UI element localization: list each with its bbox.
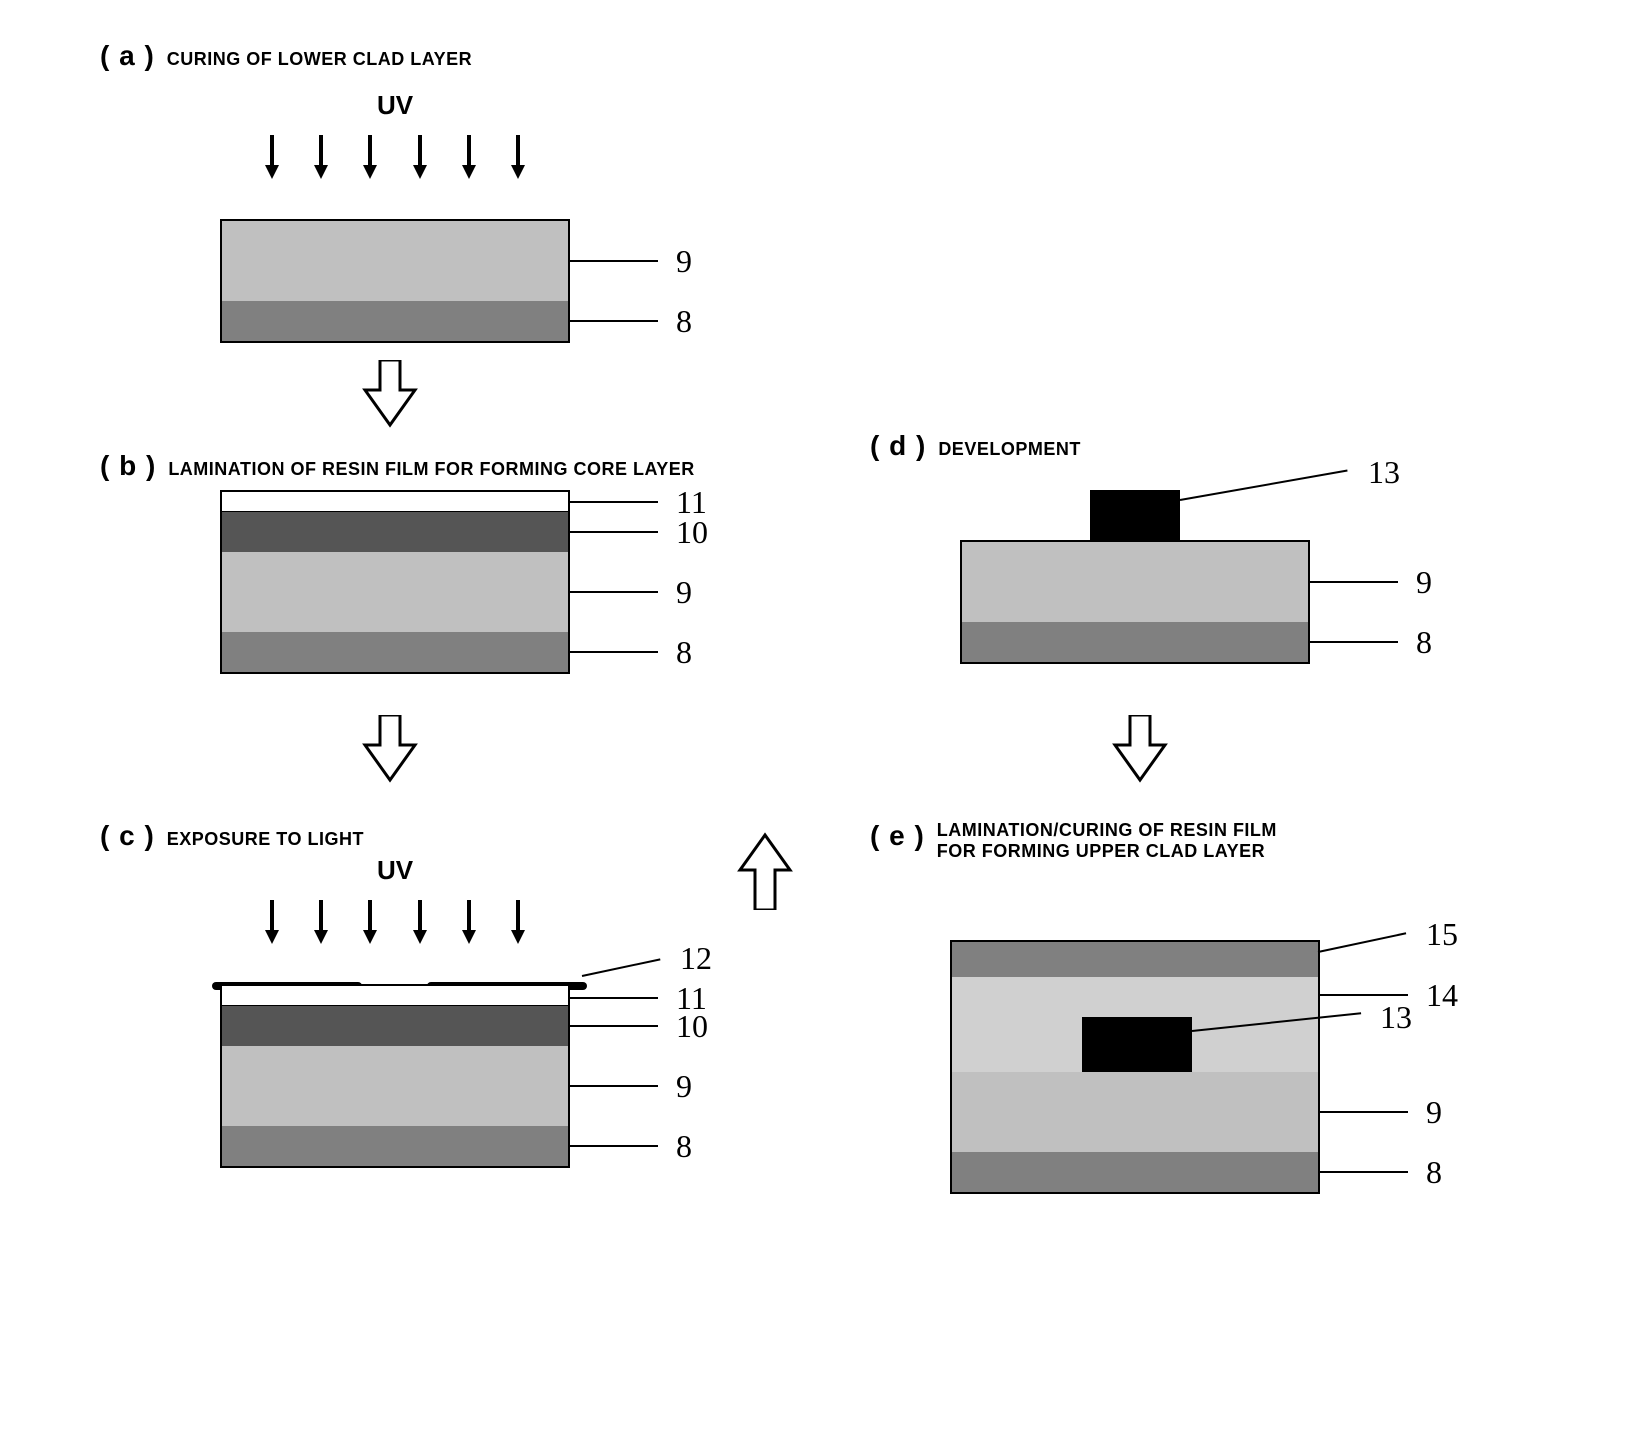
step-d-label: ( d ) DEVELOPMENT — [870, 430, 1081, 462]
layer-8: 8 — [222, 301, 568, 341]
step-b-title: LAMINATION OF RESIN FILM FOR FORMING COR… — [168, 459, 695, 480]
uv-arrows-c — [220, 930, 570, 980]
uv-arrow-icon — [265, 165, 279, 179]
step-b-label: ( b ) LAMINATION OF RESIN FILM FOR FORMI… — [100, 450, 695, 482]
stack-d: 9 8 — [960, 540, 1310, 664]
leader-10: 10 — [676, 1008, 708, 1045]
step-e-title-2: FOR FORMING UPPER CLAD LAYER — [937, 841, 1277, 862]
layer-8: 8 — [962, 622, 1308, 662]
flow-arrow-a-b-icon — [360, 360, 420, 430]
step-b: ( b ) LAMINATION OF RESIN FILM FOR FORMI… — [100, 450, 695, 482]
uv-arrow-icon — [462, 165, 476, 179]
step-e-letter: ( e ) — [870, 820, 925, 852]
uv-arrow-icon — [511, 165, 525, 179]
leader-13: 13 — [1368, 454, 1400, 491]
step-c: ( c ) EXPOSURE TO LIGHT — [100, 820, 364, 852]
leader-8: 8 — [676, 1128, 692, 1165]
step-d-letter: ( d ) — [870, 430, 926, 462]
leader-15: 15 — [1426, 916, 1458, 953]
step-c-letter: ( c ) — [100, 820, 155, 852]
uv-arrow-icon — [265, 930, 279, 944]
step-a: ( a ) CURING OF LOWER CLAD LAYER — [100, 40, 472, 72]
layer-15: 15 — [952, 942, 1318, 977]
uv-arrow-icon — [413, 165, 427, 179]
step-e: ( e ) LAMINATION/CURING OF RESIN FILM FO… — [870, 820, 1277, 862]
layer-9: 9 — [222, 552, 568, 632]
step-a-letter: ( a ) — [100, 40, 155, 72]
layer-8: 8 — [952, 1152, 1318, 1192]
leader-13-e: 13 — [1380, 999, 1412, 1036]
leader-10: 10 — [676, 514, 708, 551]
layer-11: 11 — [222, 492, 568, 512]
stack-e: 15 14 13 9 8 — [950, 940, 1320, 1194]
step-e-title-1: LAMINATION/CURING OF RESIN FILM — [937, 820, 1277, 841]
leader-9: 9 — [676, 243, 692, 280]
step-b-diagram: 11 10 9 8 — [220, 490, 570, 674]
step-a-diagram: UV 9 8 — [220, 90, 570, 343]
step-c-title: EXPOSURE TO LIGHT — [167, 829, 364, 850]
uv-arrow-icon — [314, 165, 328, 179]
layer-10: 10 — [222, 512, 568, 552]
layer-9: 9 — [962, 542, 1308, 622]
layer-8: 8 — [222, 1126, 568, 1166]
core-13-e: 13 — [1082, 1017, 1192, 1072]
core-13: 13 — [1090, 490, 1180, 540]
uv-arrows-a — [220, 165, 570, 215]
leader-8: 8 — [1426, 1154, 1442, 1191]
flow-arrow-b-c-icon — [360, 715, 420, 785]
uv-arrow-icon — [413, 930, 427, 944]
flow-arrow-d-e-icon — [1110, 715, 1170, 785]
step-d-diagram: 13 9 8 — [960, 490, 1310, 664]
step-b-letter: ( b ) — [100, 450, 156, 482]
layer-9: 9 — [222, 1046, 568, 1126]
step-a-title: CURING OF LOWER CLAD LAYER — [167, 49, 472, 70]
step-c-diagram: UV 12 11 10 9 8 — [220, 855, 570, 1168]
leader-8: 8 — [676, 634, 692, 671]
step-e-diagram: 15 14 13 9 8 — [950, 940, 1320, 1194]
layer-11: 11 — [222, 986, 568, 1006]
layer-9: 9 — [222, 221, 568, 301]
flow-arrow-c-d-icon — [730, 830, 800, 910]
leader-8: 8 — [1416, 624, 1432, 661]
step-d: ( d ) DEVELOPMENT — [870, 430, 1081, 462]
uv-arrow-icon — [462, 930, 476, 944]
stack-a: 9 8 — [220, 219, 570, 343]
uv-label-c: UV — [220, 855, 570, 886]
uv-arrow-icon — [314, 930, 328, 944]
leader-9: 9 — [1416, 564, 1432, 601]
leader-8: 8 — [676, 303, 692, 340]
uv-arrow-icon — [363, 930, 377, 944]
step-d-title: DEVELOPMENT — [938, 439, 1081, 460]
step-e-label: ( e ) LAMINATION/CURING OF RESIN FILM FO… — [870, 820, 1277, 862]
uv-arrow-icon — [511, 930, 525, 944]
stack-c: 12 11 10 9 8 — [220, 984, 570, 1168]
leader-12: 12 — [680, 940, 712, 977]
layer-9: 9 — [952, 1072, 1318, 1152]
step-c-label: ( c ) EXPOSURE TO LIGHT — [100, 820, 364, 852]
leader-9: 9 — [676, 1068, 692, 1105]
uv-label-a: UV — [220, 90, 570, 121]
uv-arrow-icon — [363, 165, 377, 179]
leader-9: 9 — [1426, 1094, 1442, 1131]
layer-10: 10 — [222, 1006, 568, 1046]
step-a-label: ( a ) CURING OF LOWER CLAD LAYER — [100, 40, 472, 72]
stack-b: 11 10 9 8 — [220, 490, 570, 674]
leader-9: 9 — [676, 574, 692, 611]
layer-14: 14 13 — [952, 977, 1318, 1072]
leader-14: 14 — [1426, 977, 1458, 1014]
layer-8: 8 — [222, 632, 568, 672]
